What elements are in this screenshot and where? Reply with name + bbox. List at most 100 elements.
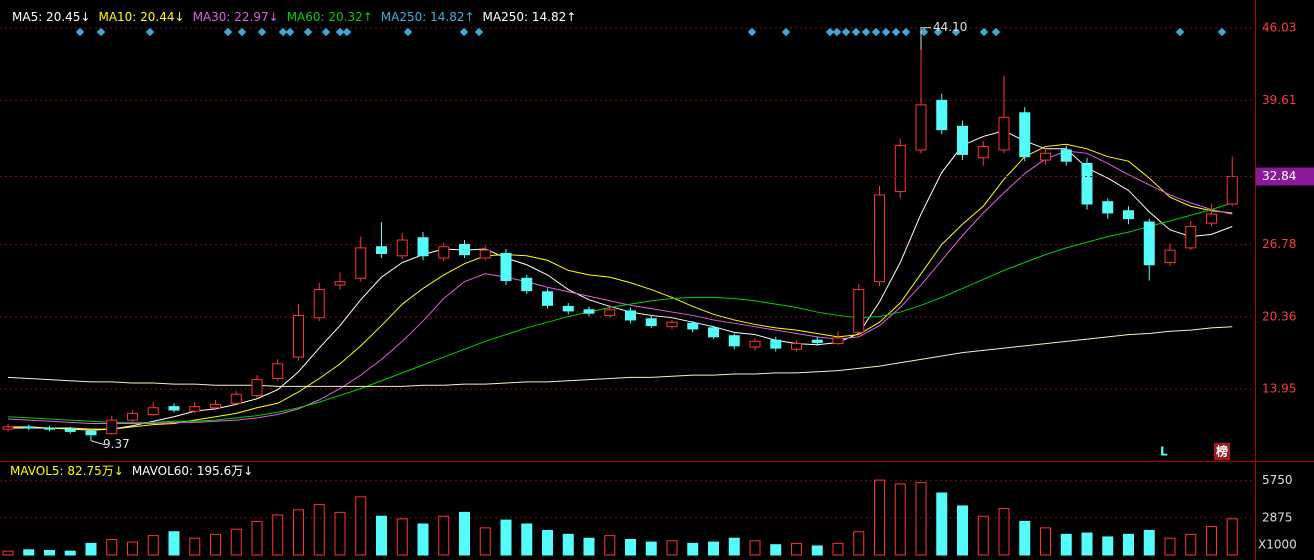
volume-bar bbox=[2, 550, 14, 556]
candle-body bbox=[85, 430, 97, 436]
volume-bar bbox=[376, 515, 387, 556]
signal-icon bbox=[278, 27, 288, 37]
candle-body bbox=[1123, 210, 1134, 220]
volume-bar bbox=[85, 542, 97, 556]
candle-body bbox=[977, 146, 989, 159]
candle-body bbox=[832, 337, 844, 345]
volume-bar bbox=[874, 479, 885, 556]
ma-line bbox=[7, 202, 1233, 423]
candle-body bbox=[1081, 162, 1093, 205]
legend-entry: MAVOL60: 195.6万↓ bbox=[132, 464, 253, 478]
volume-bar bbox=[604, 535, 616, 556]
candle-body bbox=[147, 407, 159, 416]
volume-bar bbox=[1019, 520, 1031, 556]
candle-body bbox=[811, 339, 823, 343]
marker: L bbox=[1160, 445, 1168, 459]
candle-body bbox=[1040, 152, 1051, 161]
volume-bar bbox=[334, 511, 346, 556]
candle-body bbox=[64, 428, 76, 432]
candle-body bbox=[44, 427, 55, 430]
candle-body bbox=[998, 116, 1010, 151]
candle-body bbox=[293, 314, 304, 358]
ma-line bbox=[7, 150, 1233, 425]
candle-body bbox=[189, 406, 201, 412]
volume-bar bbox=[313, 504, 325, 556]
candle-body bbox=[272, 363, 284, 379]
candle-body bbox=[251, 379, 263, 396]
signal-icon bbox=[257, 27, 267, 37]
volume-bar bbox=[355, 496, 367, 556]
last-price: 32.84 bbox=[1262, 169, 1296, 183]
volume-bar bbox=[728, 537, 740, 556]
candle-body bbox=[168, 406, 180, 411]
volume-bar bbox=[168, 531, 180, 556]
candle-body bbox=[542, 291, 553, 306]
volume-bar bbox=[1206, 526, 1217, 556]
legend-entry: MA10: 20.44↓ bbox=[98, 10, 184, 24]
candle-body bbox=[230, 393, 242, 404]
signal-icon bbox=[342, 27, 352, 37]
volume-bar bbox=[894, 483, 906, 556]
candle-body bbox=[438, 246, 450, 259]
volume-bar bbox=[1123, 533, 1134, 556]
candle-body bbox=[376, 246, 387, 255]
legend-entry: MAVOL5: 82.75万↓ bbox=[10, 464, 124, 478]
candle-body bbox=[2, 426, 14, 430]
volume-bar bbox=[147, 535, 159, 556]
volume-bar bbox=[479, 527, 491, 556]
volume-bar bbox=[853, 531, 865, 556]
candle-body bbox=[770, 339, 782, 349]
candle-body bbox=[106, 419, 118, 435]
candle-body bbox=[1102, 201, 1114, 214]
volume-bar bbox=[791, 542, 802, 556]
candle-body bbox=[355, 247, 367, 279]
volume-bar bbox=[1185, 533, 1197, 556]
candle-body bbox=[1060, 149, 1072, 162]
y-tick-label: 20.36 bbox=[1262, 310, 1296, 324]
volume-bar bbox=[915, 482, 927, 556]
candle-body bbox=[23, 426, 35, 429]
volume-bar bbox=[542, 529, 553, 556]
volume-bar bbox=[811, 545, 823, 556]
volume-bar bbox=[749, 540, 761, 556]
volume-bar bbox=[998, 508, 1010, 556]
volume-legend: MAVOL5: 82.75万↓ MAVOL60: 195.6万↓ bbox=[10, 464, 253, 478]
candle-body bbox=[459, 244, 470, 256]
volume-bar bbox=[521, 523, 533, 556]
volume-bar bbox=[64, 550, 76, 556]
candle-body bbox=[708, 327, 719, 338]
volume-bar bbox=[1060, 533, 1072, 556]
candle-body bbox=[915, 104, 927, 151]
volume-bar bbox=[500, 519, 512, 556]
y-tick-label: 26.78 bbox=[1262, 237, 1296, 251]
candle-body bbox=[479, 249, 491, 259]
volume-bar bbox=[230, 528, 242, 556]
candle-body bbox=[1206, 213, 1217, 224]
y-tick-label: 46.03 bbox=[1262, 20, 1296, 34]
signal-icon bbox=[474, 27, 484, 37]
candle-body bbox=[1164, 249, 1176, 264]
legend: MA5: 20.45↓ MA10: 20.44↓ MA30: 22.97↓ MA60:… bbox=[12, 10, 576, 24]
volume-bar bbox=[44, 549, 55, 556]
volume-bar bbox=[583, 537, 595, 556]
y-tick-label: 5750 bbox=[1262, 473, 1293, 487]
candle-body bbox=[334, 281, 346, 286]
volume-bar bbox=[127, 541, 138, 556]
candle-body bbox=[583, 309, 595, 314]
volume-bar bbox=[936, 492, 948, 556]
candle-body bbox=[562, 305, 574, 312]
signal-icon bbox=[459, 27, 469, 37]
candle-body bbox=[604, 309, 616, 316]
volume-bar bbox=[1226, 518, 1238, 556]
candle-body bbox=[791, 343, 802, 350]
volume-bar bbox=[272, 514, 284, 556]
legend-entry: MA250: 14.82↑ bbox=[381, 10, 475, 24]
legend-entry: MA30: 22.97↓ bbox=[193, 10, 279, 24]
volume-bar bbox=[708, 541, 719, 556]
volume-bar bbox=[459, 511, 470, 556]
volume-bar bbox=[438, 515, 450, 556]
candle-body bbox=[521, 277, 533, 292]
signal-icon bbox=[335, 27, 345, 37]
volume-bar bbox=[562, 533, 574, 556]
